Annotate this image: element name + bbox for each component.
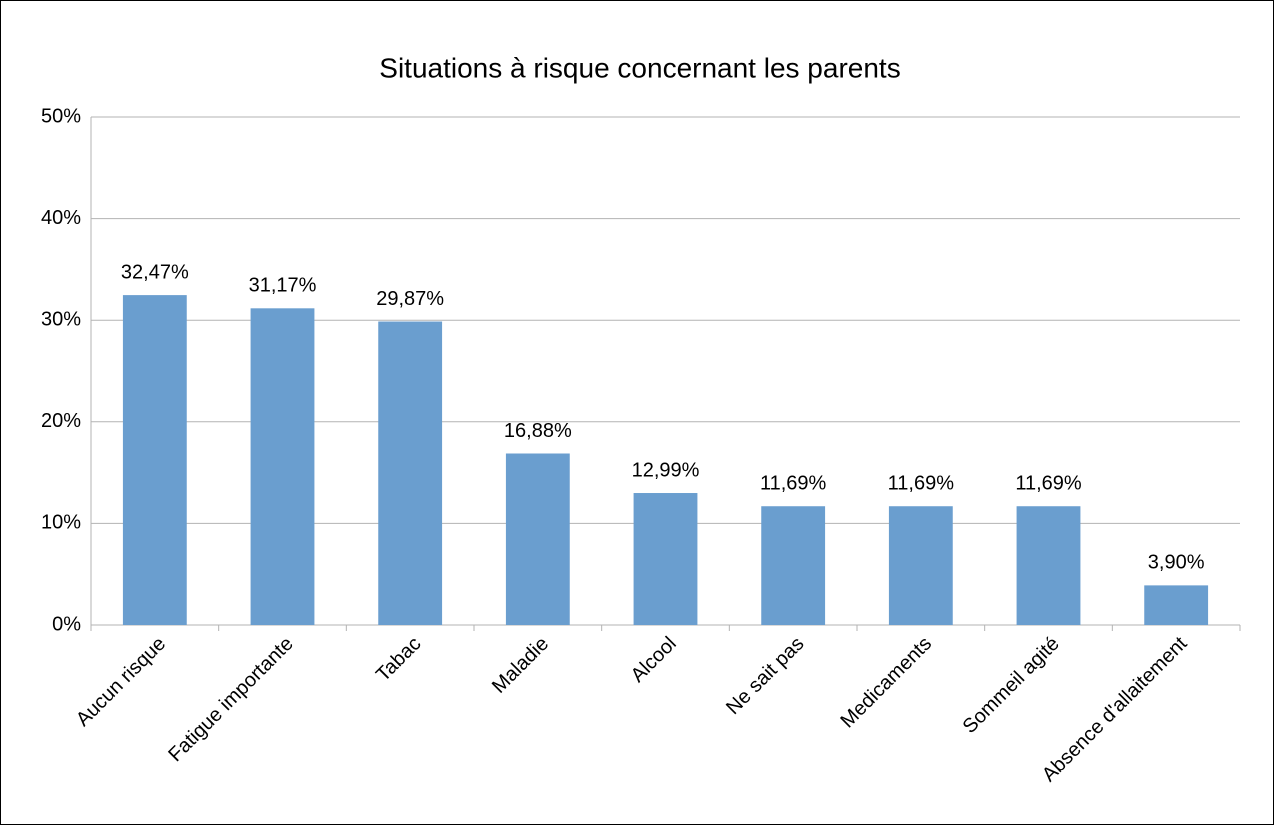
bar (1016, 506, 1081, 625)
data-label: 11,69% (1015, 473, 1082, 495)
bar (1144, 585, 1209, 625)
y-tick-label: 0% (52, 613, 81, 635)
data-label: 32,47% (121, 261, 189, 283)
bar (633, 493, 698, 625)
y-tick-label: 20% (41, 410, 81, 432)
data-label: 16,88% (504, 420, 572, 442)
y-tick-label: 40% (41, 207, 81, 229)
data-label: 11,69% (888, 473, 955, 495)
bar (122, 295, 187, 625)
bar (761, 506, 826, 625)
y-tick-label: 10% (41, 512, 81, 534)
data-label: 29,87% (376, 288, 444, 310)
bar (378, 321, 443, 625)
data-label: 11,69% (760, 473, 827, 495)
y-tick-label: 50% (41, 105, 81, 127)
data-label: 3,90% (1148, 552, 1205, 574)
bar (250, 308, 315, 625)
bar (888, 506, 953, 625)
data-label: 31,17% (249, 275, 317, 297)
chart-title: Situations à risque concernant les paren… (379, 52, 900, 83)
bar (505, 453, 570, 625)
y-tick-label: 30% (41, 308, 81, 330)
data-label: 12,99% (632, 459, 700, 481)
